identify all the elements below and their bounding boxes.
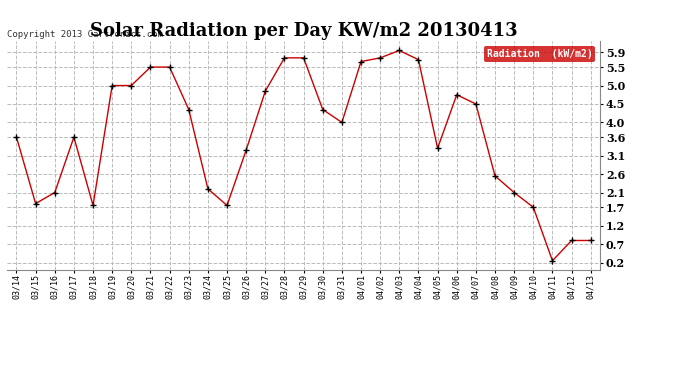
Title: Solar Radiation per Day KW/m2 20130413: Solar Radiation per Day KW/m2 20130413 bbox=[90, 22, 518, 40]
Legend: Radiation  (kW/m2): Radiation (kW/m2) bbox=[484, 46, 595, 62]
Text: Copyright 2013 Cartronics.com: Copyright 2013 Cartronics.com bbox=[7, 30, 163, 39]
